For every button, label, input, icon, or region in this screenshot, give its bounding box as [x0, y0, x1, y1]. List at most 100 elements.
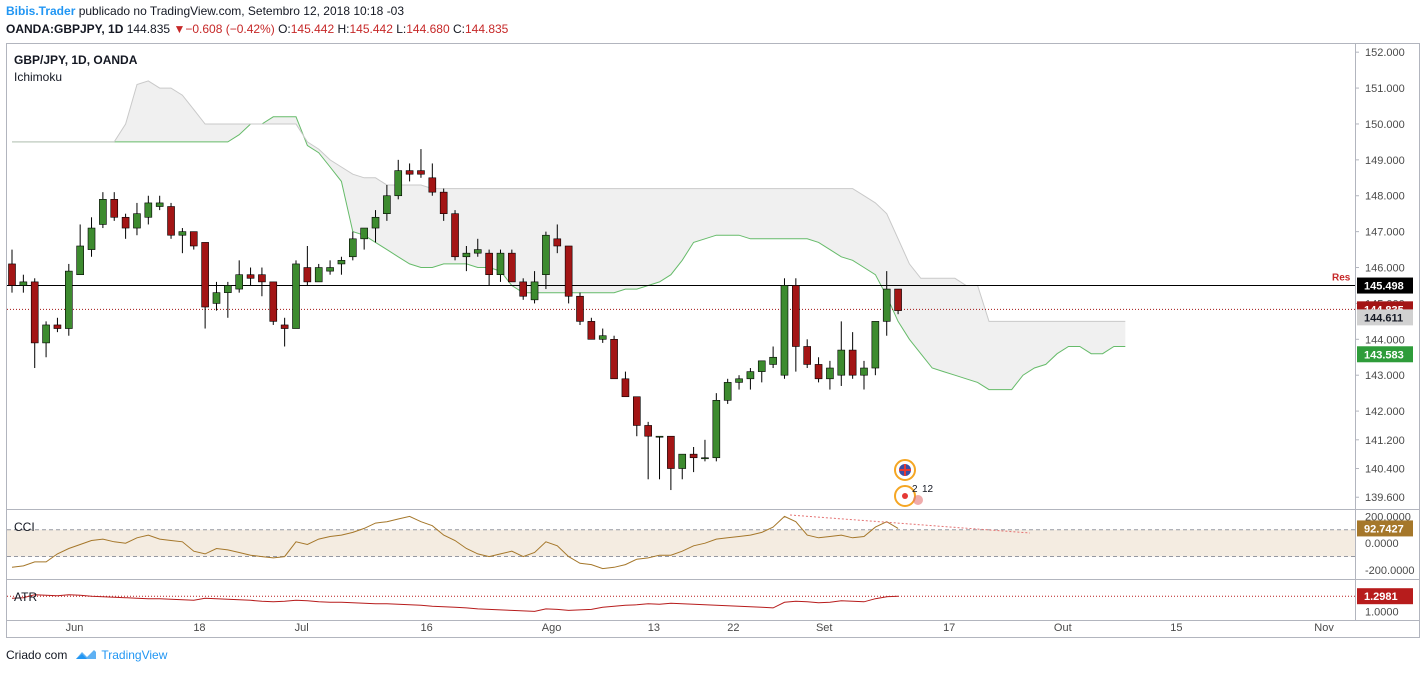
price-tag-label: 143.583 — [1364, 349, 1404, 361]
candle-down — [167, 206, 175, 236]
candle-down — [644, 425, 652, 437]
candle-up — [655, 435, 664, 438]
candle-up — [65, 270, 73, 329]
open-label: O: — [278, 22, 291, 36]
candle-up — [133, 213, 141, 229]
candle-down — [53, 324, 62, 329]
candle-down — [519, 281, 528, 297]
event-cluster-icon[interactable]: 2 12 — [894, 484, 934, 507]
time-axis-label: 18 — [193, 622, 205, 634]
cci-axis: 200.0000 0.0000 -200.0000 92.7427 — [1357, 511, 1415, 577]
candle-up — [326, 267, 334, 272]
candle-down — [201, 242, 209, 308]
candle-up — [735, 378, 743, 383]
cci-line — [11, 515, 899, 570]
symbol-label: OANDA:GBPJPY, 1D — [6, 22, 124, 36]
candle-up — [235, 274, 243, 290]
price-tag-box — [1357, 346, 1413, 363]
candle-up — [530, 281, 539, 301]
candle-up — [360, 227, 368, 240]
candle-down — [280, 324, 289, 329]
candle-up — [292, 263, 300, 329]
candle-up — [826, 367, 834, 380]
time-axis-label: 17 — [943, 622, 955, 634]
candle-up — [144, 202, 153, 218]
low-label: L: — [396, 22, 407, 36]
time-axis-label: Ago — [542, 622, 562, 634]
ichimoku-legend: Ichimoku — [14, 70, 62, 84]
footer: Criado com TradingView — [6, 648, 167, 662]
price-axis-label: 143.000 — [1365, 370, 1405, 382]
chart-frame — [6, 43, 1420, 638]
candle-up — [473, 249, 482, 254]
close-label: C: — [452, 22, 465, 36]
atr-line — [11, 594, 899, 612]
uk-flag-event-icon[interactable] — [894, 459, 916, 481]
candle-down — [30, 281, 39, 344]
atr-legend: ATR — [14, 590, 37, 604]
low-value: 144.680 — [406, 22, 450, 36]
cci-band — [7, 529, 1355, 557]
time-axis-label: 16 — [421, 622, 433, 634]
candle-up — [769, 356, 777, 365]
candle-up — [383, 195, 391, 214]
price-axis-label: 149.000 — [1365, 155, 1405, 167]
candle-down — [269, 281, 278, 322]
candle-down — [508, 252, 516, 283]
atr-pane[interactable]: 1.2981 1.0000 ATR — [7, 588, 1413, 618]
price-axis-label: 152.000 — [1365, 47, 1405, 59]
candle-down — [667, 435, 675, 469]
candle-up — [19, 281, 28, 286]
candle-up — [723, 382, 732, 401]
candles-group — [8, 149, 902, 491]
candle-up — [394, 170, 403, 197]
candle-up — [882, 288, 891, 322]
tradingview-logo-icon — [76, 650, 97, 659]
price-pane[interactable]: 152.000 151.000 150.000 149.000 148.000 147.0… — [7, 47, 1413, 507]
candle-down — [587, 321, 596, 340]
time-axis-label: 13 — [648, 622, 660, 634]
price-axis-label: 147.000 — [1365, 227, 1405, 239]
tradingview-link[interactable]: TradingView — [75, 648, 167, 662]
created-with-text: Criado com — [6, 648, 68, 662]
candle-up — [371, 216, 380, 229]
divergence-trendline[interactable] — [789, 514, 1031, 534]
price-axis[interactable]: 152.000 151.000 150.000 149.000 148.000 147.0… — [1355, 47, 1405, 504]
candle-up — [837, 349, 846, 376]
tradingview-brand: TradingView — [101, 648, 168, 662]
candle-up — [757, 360, 766, 372]
chart-canvas[interactable]: 152.000 151.000 150.000 149.000 148.000 147.0… — [0, 40, 1426, 640]
atr-value-label: 1.2981 — [1364, 591, 1398, 603]
cci-value-box — [1357, 520, 1413, 537]
candle-down — [564, 245, 573, 297]
publish-info: Bibis.Trader publicado no TradingView.co… — [6, 4, 404, 18]
author-link[interactable]: Bibis.Trader — [6, 4, 76, 18]
cci-pane[interactable]: 200.0000 0.0000 -200.0000 92.7427 CCI — [7, 511, 1415, 577]
time-axis[interactable]: Jun 18 Jul 16 Ago 13 22 Set 17 Out 15 Nov — [66, 622, 1335, 634]
candle-up — [780, 285, 789, 376]
time-axis-label: Nov — [1314, 622, 1334, 634]
price-axis-label: 151.000 — [1365, 83, 1405, 95]
ohlc-header: OANDA:GBPJPY, 1D 144.835 ▼−0.608 (−0.42%… — [6, 22, 508, 36]
candle-up — [314, 267, 323, 283]
candle-down — [792, 285, 800, 347]
candle-down — [610, 339, 618, 380]
price-axis-label: 140.400 — [1365, 464, 1405, 476]
cci-axis-label: 0.0000 — [1365, 538, 1399, 550]
candle-up — [42, 324, 50, 344]
candle-down — [632, 396, 641, 426]
candle-up — [99, 199, 107, 225]
time-axis-label: 22 — [727, 622, 739, 634]
time-axis-label: Jul — [295, 622, 309, 634]
candle-up — [212, 292, 221, 304]
cci-axis-label: 200.0000 — [1365, 511, 1411, 523]
candle-down — [848, 349, 857, 376]
close-value: 144.835 — [464, 22, 509, 36]
candle-down — [428, 177, 437, 193]
candle-down — [8, 263, 16, 286]
last-price: 144.835 — [126, 22, 171, 36]
candle-up — [871, 321, 880, 369]
ichimoku-cloud — [12, 80, 1126, 390]
candle-down — [894, 288, 902, 311]
